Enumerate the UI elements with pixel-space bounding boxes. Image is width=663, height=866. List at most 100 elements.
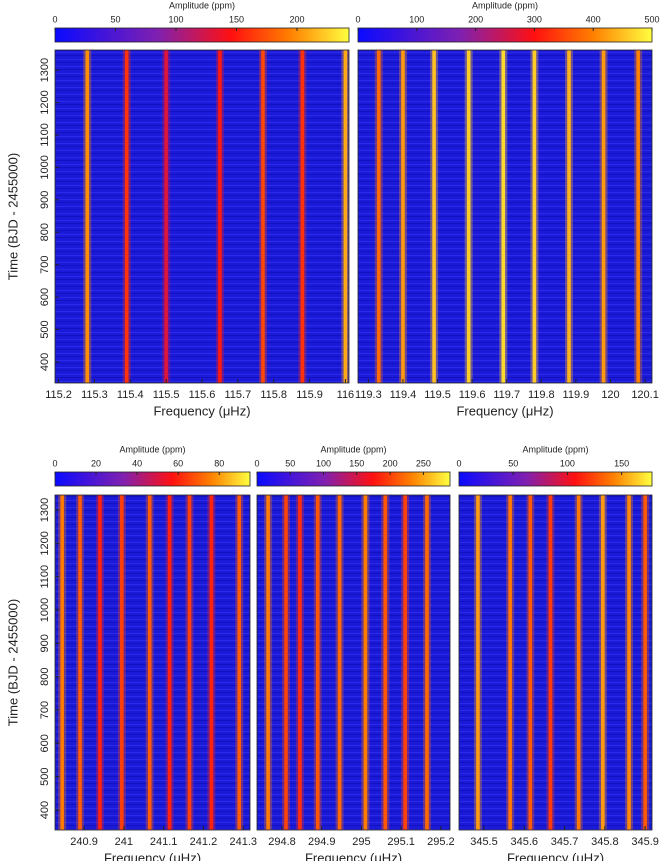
x-axis-label: Frequency (μHz) bbox=[305, 850, 402, 861]
ridge bbox=[432, 50, 436, 383]
y-tick-label: 900 bbox=[39, 634, 51, 652]
colorbar-label: Amplitude (ppm) bbox=[472, 0, 538, 10]
x-tick-label: 241.3 bbox=[229, 836, 257, 848]
ridge bbox=[60, 495, 64, 830]
y-tick-label: 700 bbox=[39, 255, 51, 273]
plot-frame bbox=[256, 494, 451, 831]
ridge bbox=[401, 50, 405, 383]
colorbar-tick-label: 50 bbox=[110, 14, 120, 24]
colorbar-tick-label: 150 bbox=[349, 458, 364, 468]
y-tick-label: 1300 bbox=[39, 498, 51, 522]
ridge bbox=[300, 50, 305, 383]
colorbar-tick-label: 0 bbox=[52, 14, 57, 24]
colorbar-tick-label: 100 bbox=[409, 14, 424, 24]
colorbar bbox=[256, 471, 451, 487]
colorbar-tick-label: 0 bbox=[355, 14, 360, 24]
x-tick-label: 120.1 bbox=[631, 389, 659, 401]
x-tick-label: 240.9 bbox=[70, 836, 98, 848]
x-tick-label: 115.3 bbox=[81, 389, 108, 401]
x-tick-label: 345.9 bbox=[631, 836, 659, 848]
colorbar-tick-label: 500 bbox=[644, 14, 659, 24]
x-tick-label: 241.2 bbox=[190, 836, 218, 848]
plot-frame bbox=[54, 494, 251, 831]
colorbar bbox=[54, 27, 350, 43]
ridge bbox=[476, 495, 480, 830]
y-tick-label: 1300 bbox=[39, 58, 51, 82]
colorbar-tick-label: 200 bbox=[289, 14, 304, 24]
y-tick-label: 400 bbox=[39, 353, 51, 371]
y-tick-label: 800 bbox=[39, 667, 51, 685]
ridge bbox=[425, 495, 429, 830]
colorbar-label: Amplitude (ppm) bbox=[119, 444, 185, 454]
colorbar-tick-label: 150 bbox=[614, 458, 629, 468]
plot-frame bbox=[458, 494, 653, 831]
x-tick-label: 295 bbox=[352, 836, 370, 848]
x-tick-label: 115.9 bbox=[296, 389, 323, 401]
plot-background bbox=[257, 495, 450, 830]
y-tick-label: 600 bbox=[39, 734, 51, 752]
y-tick-label: 1200 bbox=[39, 90, 51, 114]
x-axis-label: Frequency (μHz) bbox=[153, 403, 250, 418]
ridge bbox=[601, 50, 606, 383]
y-axis-label: Time (BJD - 2455000) bbox=[5, 153, 20, 280]
colorbar-tick-label: 300 bbox=[527, 14, 542, 24]
colorbar-tick-label: 150 bbox=[229, 14, 244, 24]
ridge bbox=[218, 50, 222, 383]
colorbar-tick-label: 0 bbox=[52, 458, 57, 468]
x-tick-label: 119.6 bbox=[459, 389, 486, 401]
x-tick-label: 115.7 bbox=[224, 389, 251, 401]
ridge bbox=[643, 495, 647, 830]
x-tick-label: 345.5 bbox=[470, 836, 498, 848]
y-axis-label: Time (BJD - 2455000) bbox=[5, 599, 20, 726]
x-axis-label: Frequency (μHz) bbox=[507, 850, 604, 861]
colorbar-tick-label: 250 bbox=[416, 458, 431, 468]
ridge bbox=[209, 495, 214, 830]
x-tick-label: 115.5 bbox=[153, 389, 180, 401]
y-tick-label: 1000 bbox=[39, 155, 51, 179]
x-tick-label: 295.1 bbox=[387, 836, 415, 848]
x-tick-label: 295.2 bbox=[427, 836, 455, 848]
x-tick-label: 115.2 bbox=[45, 389, 72, 401]
x-tick-label: 115.4 bbox=[117, 389, 144, 401]
x-axis-label: Frequency (μHz) bbox=[104, 850, 201, 861]
ridge bbox=[85, 50, 90, 383]
ridge bbox=[120, 495, 124, 830]
y-tick-label: 700 bbox=[39, 701, 51, 719]
ridge bbox=[403, 495, 407, 830]
plot-frame bbox=[357, 49, 653, 384]
ridge bbox=[343, 50, 348, 383]
x-tick-label: 345.6 bbox=[511, 836, 539, 848]
colorbar-tick-label: 40 bbox=[132, 458, 142, 468]
y-tick-label: 600 bbox=[39, 288, 51, 306]
ridge bbox=[567, 50, 571, 383]
colorbar bbox=[54, 471, 251, 487]
ridge bbox=[164, 50, 168, 383]
x-tick-label: 119.8 bbox=[528, 389, 555, 401]
x-tick-label: 116 bbox=[337, 389, 355, 401]
ridge bbox=[187, 495, 192, 830]
plot-background bbox=[55, 495, 250, 830]
colorbar-label: Amplitude (ppm) bbox=[169, 0, 235, 10]
y-tick-label: 1100 bbox=[39, 565, 51, 589]
ridge bbox=[466, 50, 471, 383]
colorbar-tick-label: 50 bbox=[285, 458, 295, 468]
x-tick-label: 294.9 bbox=[308, 836, 336, 848]
y-tick-label: 1100 bbox=[39, 123, 51, 147]
ridge bbox=[78, 495, 82, 830]
x-tick-label: 119.7 bbox=[493, 389, 520, 401]
ridge bbox=[627, 495, 631, 830]
y-tick-label: 800 bbox=[39, 223, 51, 241]
ridge bbox=[576, 495, 581, 830]
plot-background bbox=[459, 495, 652, 830]
colorbar-label: Amplitude (ppm) bbox=[522, 444, 588, 454]
x-tick-label: 119.4 bbox=[390, 389, 417, 401]
y-tick-label: 500 bbox=[39, 320, 51, 338]
x-tick-label: 119.5 bbox=[424, 389, 451, 401]
colorbar-tick-label: 100 bbox=[316, 458, 331, 468]
ridge bbox=[363, 495, 368, 830]
y-tick-label: 500 bbox=[39, 767, 51, 785]
ridge bbox=[532, 50, 537, 383]
plot-background bbox=[55, 50, 349, 383]
ridge bbox=[601, 495, 605, 830]
ridge bbox=[298, 495, 302, 830]
